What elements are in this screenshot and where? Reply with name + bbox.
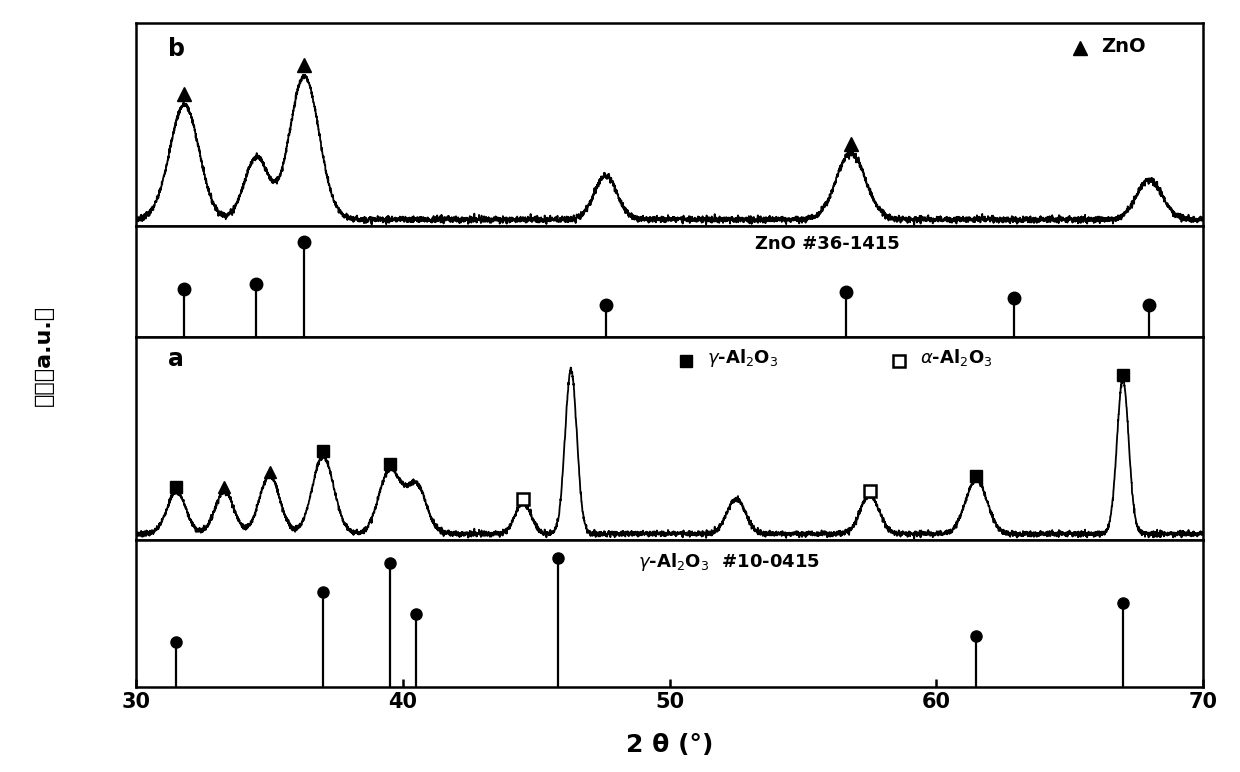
Text: $\gamma$-Al$_2$O$_3$  #10-0415: $\gamma$-Al$_2$O$_3$ #10-0415	[637, 551, 820, 574]
Text: ZnO: ZnO	[1101, 37, 1146, 56]
Text: 2 θ (°): 2 θ (°)	[626, 733, 713, 757]
Text: $\gamma$-Al$_2$O$_3$: $\gamma$-Al$_2$O$_3$	[707, 347, 779, 369]
Text: ZnO #36-1415: ZnO #36-1415	[755, 235, 900, 253]
Text: b: b	[169, 37, 186, 61]
Text: $\alpha$-Al$_2$O$_3$: $\alpha$-Al$_2$O$_3$	[920, 347, 993, 367]
Text: a: a	[169, 347, 185, 371]
Text: 强度（a.u.）: 强度（a.u.）	[33, 305, 53, 405]
